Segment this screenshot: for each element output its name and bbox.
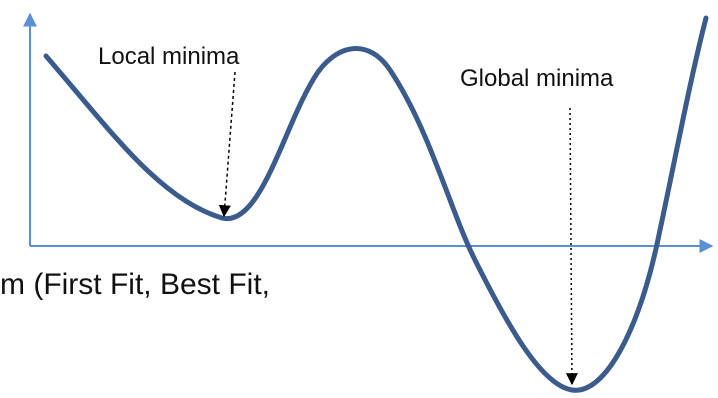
loss-curve xyxy=(43,15,709,393)
local-minima-label: Local minima xyxy=(98,43,240,70)
local-minima-arrow xyxy=(218,71,236,218)
background-partial-text: m (First Fit, Best Fit, xyxy=(0,268,270,301)
global-minima-label: Global minima xyxy=(460,65,614,92)
global-minima-arrow xyxy=(565,107,578,386)
